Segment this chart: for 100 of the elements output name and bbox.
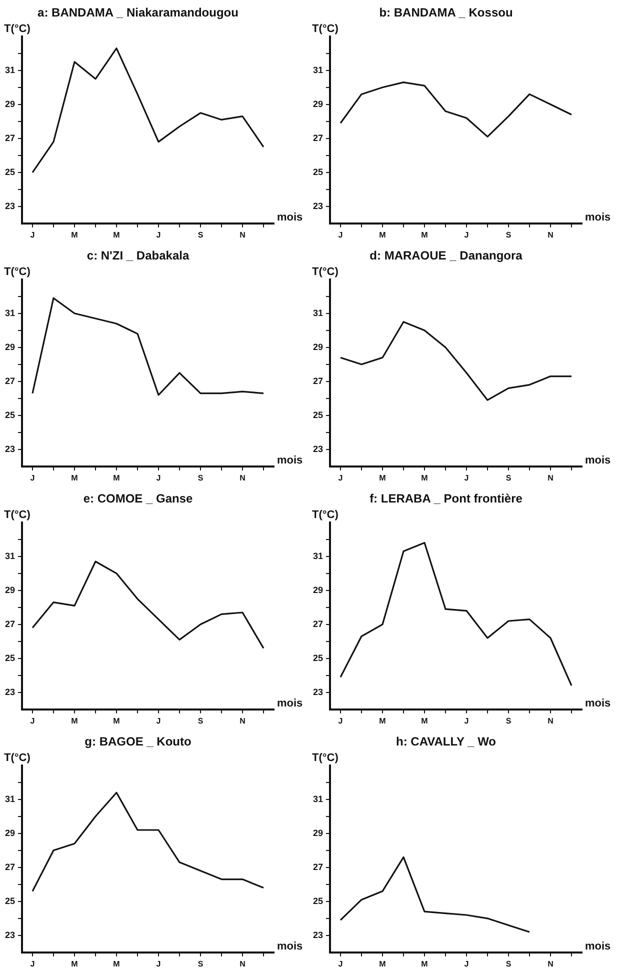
y-tick-label: 25 <box>4 652 16 663</box>
y-tick-label: 25 <box>312 896 324 906</box>
y-tick-label: 27 <box>4 376 16 386</box>
x-tick-label: J <box>338 716 343 726</box>
x-axis-title: mois <box>277 211 303 224</box>
chart-title: e: COMOE _ Ganse <box>83 492 194 506</box>
y-tick-label: 23 <box>312 444 324 454</box>
x-tick-label: S <box>198 959 204 968</box>
y-axis-title: T(°C) <box>312 508 339 521</box>
y-tick-label: 29 <box>4 584 16 595</box>
x-tick-label: N <box>548 959 554 968</box>
x-tick-label: J <box>464 716 469 726</box>
y-tick-label: 31 <box>4 794 16 804</box>
x-tick-label: S <box>506 473 512 482</box>
y-tick-label: 31 <box>4 64 16 75</box>
y-tick-label: 31 <box>4 308 16 318</box>
x-tick-label: N <box>548 230 554 240</box>
x-tick-label: J <box>338 473 343 482</box>
y-tick-label: 23 <box>4 444 16 454</box>
chart-title: h: CAVALLY _ Wo <box>396 734 496 749</box>
x-axis-title: mois <box>585 454 611 466</box>
y-tick-label: 23 <box>4 200 16 211</box>
x-tick-label: N <box>548 716 554 726</box>
y-axis-title: T(°C) <box>4 266 31 278</box>
x-tick-label: J <box>156 959 161 968</box>
chart-title: b: BANDAMA _ Kossou <box>379 6 513 20</box>
y-tick-label: 27 <box>312 862 324 872</box>
x-axis-title: mois <box>277 697 303 710</box>
x-tick-label: S <box>506 230 512 240</box>
y-axis-title: T(°C) <box>312 266 339 278</box>
y-tick-label: 29 <box>4 342 16 352</box>
x-tick-label: J <box>30 230 35 240</box>
x-tick-label: J <box>156 716 161 726</box>
x-tick-label: S <box>198 473 204 482</box>
y-tick-label: 23 <box>4 930 16 940</box>
y-axis-title: T(°C) <box>312 752 339 764</box>
y-axis-title: T(°C) <box>4 22 31 35</box>
x-tick-label: M <box>71 230 78 240</box>
y-tick-label: 29 <box>312 98 324 109</box>
y-axis-title: T(°C) <box>4 752 31 764</box>
x-tick-label: S <box>198 716 204 726</box>
y-tick-label: 31 <box>312 550 324 561</box>
x-tick-label: M <box>113 959 120 968</box>
y-tick-label: 31 <box>312 64 324 75</box>
x-axis-title: mois <box>277 454 303 466</box>
x-tick-label: J <box>156 230 161 240</box>
x-tick-label: S <box>198 230 204 240</box>
x-tick-label: M <box>379 716 386 726</box>
y-tick-label: 25 <box>312 410 324 420</box>
x-axis-title: mois <box>277 940 303 952</box>
x-tick-label: J <box>30 716 35 726</box>
y-tick-label: 29 <box>4 98 16 109</box>
x-tick-label: J <box>30 473 35 482</box>
x-axis-title: mois <box>585 697 611 710</box>
chart-title: d: MARAOUE _ Danangora <box>370 248 523 263</box>
chart-title: c: N'ZI _ Dabakala <box>86 248 190 263</box>
x-tick-label: M <box>71 716 78 726</box>
chart-title: f: LERABA _ Pont frontière <box>370 492 523 506</box>
x-tick-label: N <box>240 716 246 726</box>
x-tick-label: J <box>464 230 469 240</box>
x-tick-label: M <box>421 716 428 726</box>
y-tick-label: 29 <box>312 828 324 838</box>
y-tick-label: 23 <box>312 686 324 697</box>
y-tick-label: 25 <box>4 896 16 906</box>
x-tick-label: J <box>30 959 35 968</box>
x-tick-label: N <box>240 473 246 482</box>
y-tick-label: 25 <box>312 652 324 663</box>
chart-title: a: BANDAMA _ Niakaramandougou <box>38 6 238 20</box>
x-axis-title: mois <box>585 940 611 952</box>
y-tick-label: 29 <box>4 828 16 838</box>
x-tick-label: N <box>240 230 246 240</box>
x-tick-label: J <box>464 473 469 482</box>
x-tick-label: M <box>421 959 428 968</box>
x-tick-label: M <box>421 473 428 482</box>
y-tick-label: 23 <box>4 686 16 697</box>
y-tick-label: 27 <box>4 132 16 143</box>
y-tick-label: 27 <box>4 618 16 629</box>
y-tick-label: 29 <box>312 342 324 352</box>
x-tick-label: M <box>379 230 386 240</box>
x-tick-label: M <box>379 959 386 968</box>
x-tick-label: S <box>506 716 512 726</box>
y-tick-label: 29 <box>312 584 324 595</box>
y-tick-label: 27 <box>312 376 324 386</box>
y-tick-label: 25 <box>4 166 16 177</box>
y-tick-label: 27 <box>4 862 16 872</box>
y-axis-title: T(°C) <box>4 508 31 521</box>
x-tick-label: M <box>421 230 428 240</box>
x-tick-label: M <box>71 959 78 968</box>
x-tick-label: M <box>113 230 120 240</box>
y-tick-label: 23 <box>312 200 324 211</box>
y-tick-label: 25 <box>312 166 324 177</box>
x-tick-label: J <box>464 959 469 968</box>
y-tick-label: 31 <box>312 794 324 804</box>
chart-title: g: BAGOE _ Kouto <box>84 734 192 749</box>
x-tick-label: S <box>506 959 512 968</box>
y-tick-label: 27 <box>312 132 324 143</box>
x-tick-label: M <box>71 473 78 482</box>
x-tick-label: J <box>338 959 343 968</box>
x-tick-label: J <box>338 230 343 240</box>
x-tick-label: N <box>240 959 246 968</box>
